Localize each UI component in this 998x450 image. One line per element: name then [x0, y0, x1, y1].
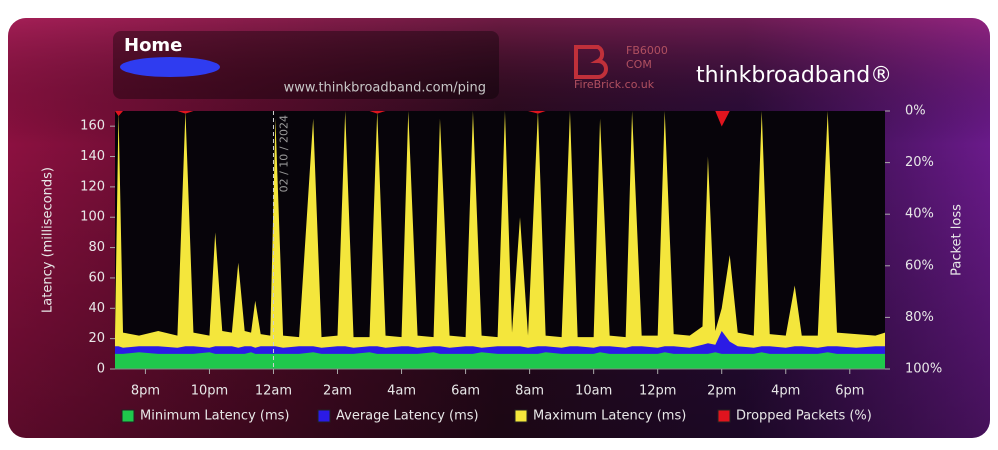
y-tick-label: 60 [88, 270, 105, 285]
legend-label: Maximum Latency (ms) [533, 409, 686, 424]
brand-logo: thinkbroadband® [696, 63, 892, 88]
x-tick-label: 10am [575, 384, 612, 399]
y-axis-title: Latency (milliseconds) [41, 167, 56, 313]
y2-tick-label: 40% [905, 207, 934, 222]
firebrick-logo [574, 45, 608, 79]
y-tick-label: 40 [88, 301, 105, 316]
y2-tick-label: 0% [905, 104, 926, 119]
y2-tick-label: 20% [905, 155, 934, 170]
firebrick-text: FireBrick.co.uk [574, 78, 655, 91]
redaction [120, 57, 220, 77]
firebrick-text: COM [626, 58, 652, 71]
x-tick-label: 2pm [707, 384, 736, 399]
y2-tick-label: 80% [905, 310, 934, 325]
y-tick-label: 120 [80, 179, 105, 194]
y-tick-label: 80 [88, 240, 105, 255]
x-tick-label: 6am [451, 384, 480, 399]
chart-title: Home [124, 35, 182, 56]
x-tick-label: 10pm [191, 384, 228, 399]
latency-area [115, 111, 885, 369]
x-tick-label: 8am [515, 384, 544, 399]
y-tick-label: 100 [80, 210, 105, 225]
date-annotation: 02 / 10 / 2024 [277, 115, 290, 192]
x-tick-label: 12am [255, 384, 292, 399]
x-tick-label: 6pm [835, 384, 864, 399]
subtitle: www.thinkbroadband.com/ping [284, 81, 486, 96]
y-tick-label: 160 [80, 119, 105, 134]
latency-area [115, 352, 885, 369]
legend-label: Minimum Latency (ms) [140, 409, 289, 424]
header-box [113, 31, 499, 99]
y-tick-label: 20 [88, 331, 105, 346]
y2-axis-title: Packet loss [950, 204, 965, 276]
x-tick-label: 12pm [639, 384, 676, 399]
y2-tick-label: 60% [905, 258, 934, 273]
y2-tick-label: 100% [905, 362, 942, 377]
x-tick-label: 4pm [771, 384, 800, 399]
y-tick-label: 140 [80, 149, 105, 164]
x-tick-label: 4am [387, 384, 416, 399]
legend-swatch [717, 409, 731, 423]
legend-label: Dropped Packets (%) [736, 409, 872, 424]
y-tick-label: 0 [97, 362, 105, 377]
legend-swatch [317, 409, 331, 423]
x-tick-label: 8pm [131, 384, 160, 399]
firebrick-text: FB6000 [626, 44, 668, 57]
x-tick-label: 2am [323, 384, 352, 399]
legend-swatch [514, 409, 528, 423]
plot-layer [115, 111, 885, 369]
legend-label: Average Latency (ms) [336, 409, 479, 424]
legend-swatch [121, 409, 135, 423]
